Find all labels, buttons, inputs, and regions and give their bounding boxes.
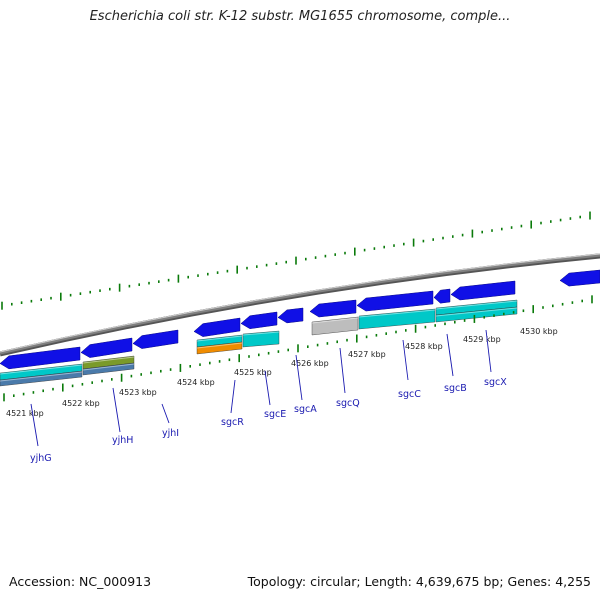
gene-arrow-yjhh[interactable] <box>80 337 133 358</box>
tick-label: 4530 kbp <box>520 327 558 336</box>
gene-labels[interactable]: yjhG yjhH yjhI sgcR sgcE sgcA sgcQ sgcC sgcB sgcX <box>30 329 507 464</box>
gene-label-sgce[interactable]: sgcE <box>264 409 286 420</box>
genome-summary-text: Topology: circular; Length: 4,639,675 bp… <box>247 574 591 589</box>
cds-bar-sgce-highlight <box>242 331 280 336</box>
cds-bar-yjhg-2-highlight <box>0 371 83 382</box>
cds-bar-sgcc[interactable] <box>358 308 436 330</box>
chromosome-backbone <box>0 253 600 357</box>
cds-bar-sgcq-highlight <box>311 317 359 324</box>
backbone-highlight <box>0 253 600 353</box>
accession-text: Accession: NC_000913 <box>9 574 152 589</box>
tick-label: 4525 kbp <box>234 368 272 377</box>
gene-arrow-sgcx[interactable] <box>450 280 516 301</box>
leader-line-yjhh <box>112 387 121 433</box>
cds-bar-sgcr-2-highlight <box>196 342 243 349</box>
cds-bar-yjhh-highlight <box>82 356 135 364</box>
backbone-line <box>0 253 600 355</box>
leader-line-sgca <box>295 354 303 401</box>
tick-label: 4524 kbp <box>177 378 215 387</box>
cds-bar-sgcc-highlight <box>358 309 436 318</box>
leader-line-sgcc <box>402 339 409 381</box>
gene-label-sgca[interactable]: sgcA <box>294 404 317 415</box>
feature-track <box>0 269 600 387</box>
leader-line-sgcx <box>485 329 492 373</box>
gene-arrow-sgcc[interactable] <box>356 290 434 312</box>
gene-arrow-sgca[interactable] <box>277 307 304 324</box>
cds-bar-yjhg-2[interactable] <box>0 370 83 387</box>
outer-tick-marks <box>1 211 591 310</box>
leader-line-yjhg <box>30 403 39 447</box>
gene-label-yjhg[interactable]: yjhG <box>30 453 52 464</box>
gene-label-sgcr[interactable]: sgcR <box>221 417 244 428</box>
cds-bar-yjhh-2-highlight <box>82 363 135 371</box>
leader-line-sgcr <box>230 379 236 414</box>
tick-label: 4527 kbp <box>348 350 386 359</box>
leader-line-yjhi <box>161 403 170 424</box>
cds-bar-sgcr-2[interactable] <box>196 341 243 355</box>
cds-bar-sgcx-highlight <box>435 307 518 317</box>
gene-arrow-sgcq[interactable] <box>309 299 357 318</box>
gene-arrow-sgcb[interactable] <box>433 288 451 304</box>
scale-tick-marks <box>3 295 593 402</box>
cds-bar-sgce[interactable] <box>242 330 280 348</box>
gene-label-sgcx[interactable]: sgcX <box>484 377 507 388</box>
leader-line-sgcb <box>446 333 454 377</box>
gene-arrow-yjhi[interactable] <box>132 329 179 349</box>
cds-bar-yjhh-2[interactable] <box>82 362 135 376</box>
cds-bar-yjhg-highlight <box>0 364 83 375</box>
cds-bar-sgcb-highlight <box>435 300 518 310</box>
tick-label: 4526 kbp <box>291 359 329 368</box>
cds-bar-sgcx[interactable] <box>435 306 518 323</box>
gene-label-sgcb[interactable]: sgcB <box>444 383 467 394</box>
gene-arrow-next[interactable] <box>559 269 600 287</box>
cds-bar-sgcq[interactable] <box>311 316 359 336</box>
page-title: Escherichia coli str. K-12 substr. MG165… <box>89 9 511 24</box>
scale-tick-labels: 4521 kbp 4522 kbp 4523 kbp 4524 kbp 4525 kbp… <box>6 327 558 418</box>
tick-label: 4523 kbp <box>119 388 157 397</box>
leader-line-sgcq <box>339 347 346 394</box>
tick-label: 4529 kbp <box>463 335 501 344</box>
gene-arrow-sgcr[interactable] <box>193 317 241 337</box>
leader-line-sgce <box>264 370 271 406</box>
gene-label-yjhi[interactable]: yjhI <box>162 428 179 439</box>
gene-label-sgcq[interactable]: sgcQ <box>336 398 360 409</box>
gene-label-yjhh[interactable]: yjhH <box>112 435 133 446</box>
gene-arrow-sgce[interactable] <box>240 311 278 330</box>
tick-label: 4528 kbp <box>405 342 443 351</box>
gene-arrow-yjhg[interactable] <box>0 346 81 370</box>
tick-label: 4522 kbp <box>62 399 100 408</box>
cds-bar-sgcr-highlight <box>196 335 243 342</box>
tick-label: 4521 kbp <box>6 409 44 418</box>
gene-label-sgcc[interactable]: sgcC <box>398 389 421 400</box>
